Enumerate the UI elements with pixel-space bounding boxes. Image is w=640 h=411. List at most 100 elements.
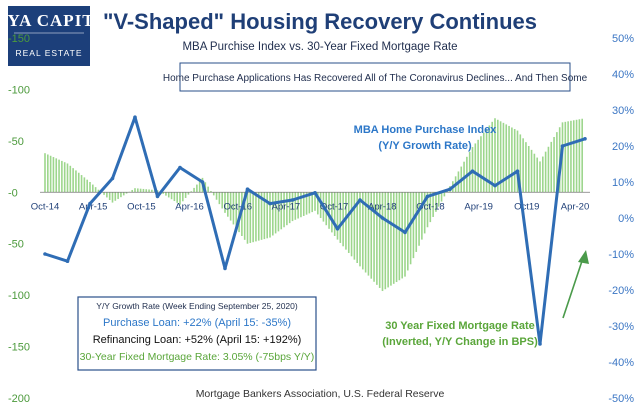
rate-bar [249,192,252,243]
rate-bar [173,192,176,202]
rate-bar [122,192,125,196]
mba-point [583,137,587,141]
x-tick-label: Apr-15 [79,201,108,212]
right-tick-label: 50% [612,33,634,45]
right-tick-label: -20% [608,285,634,297]
rate-bar [440,192,443,202]
logo: HOYA CAPITAL REAL ESTATE [0,6,118,66]
rate-bar [527,146,530,193]
rate-bar [94,187,97,193]
rate-bar [215,192,218,200]
mba-point [268,201,272,206]
x-tick-label: Apr-18 [368,201,397,212]
mba-point [493,183,497,188]
info-box [77,296,317,371]
rate-bar [572,120,575,193]
rate-bar [437,192,440,207]
rate-label-1: 30 Year Fixed Mortgage Rate [385,320,535,332]
rate-bar [485,129,488,193]
mba-label-2: (Y/Y Growth Rate) [378,140,472,152]
rate-bar [575,119,578,193]
rate-bar [227,192,229,217]
rate-bar [196,184,198,193]
mba-point [178,165,182,170]
rate-bar [288,192,291,224]
rate-bar [187,192,190,195]
rate-bar [367,192,370,276]
source-note: Mortgage Bankers Association, U.S. Feder… [196,388,445,400]
rate-bar [117,192,119,199]
rate-bar [530,149,533,193]
rate-bar [297,192,299,219]
rate-bar [232,192,235,225]
chart-title: "V-Shaped" Housing Recovery Continues [103,9,537,34]
logo-background [8,6,90,66]
right-axis: -50% -40% -30% -20% -10% 0% 10% 20% 30% 40% 50% [608,33,634,405]
rate-bar [328,192,330,229]
rate-bar [145,189,148,193]
rate-bar [260,192,263,240]
rate-bar [398,192,401,281]
x-tick-label: Apr-16 [175,201,204,212]
rate-bar [505,124,508,193]
rate-bar [508,125,510,193]
mba-point [133,115,137,119]
rate-bar [384,192,387,290]
x-tick-label: Oct19 [514,201,539,212]
right-tick-label: 20% [612,141,634,153]
rate-bar [395,192,398,283]
rate-bar [148,189,150,193]
rate-bar [567,121,569,193]
rate-bar [243,192,246,240]
mba-point [200,180,205,184]
mba-point [448,187,452,191]
rate-bar [499,121,502,193]
rate-bar [252,192,254,243]
right-tick-label: 10% [612,177,634,189]
x-tick-label: Oct-16 [223,201,252,212]
rate-bar [69,165,72,193]
right-tick-label: 40% [612,69,634,81]
right-tick-label: -10% [608,249,634,261]
rate-bar [308,192,311,214]
x-axis: Oct-14 Apr-15 Oct-15 Apr-16 Oct-16 Apr-17 Oct-… [31,201,590,212]
rate-bar [533,153,536,193]
rate-bar [190,191,193,193]
rate-bar [137,188,139,193]
rate-bar [426,192,429,228]
rate-bar [92,184,94,193]
rate-bar [238,192,240,233]
rate-bar [291,192,294,222]
rate-bar [75,170,77,193]
rate-bar [125,192,128,194]
rate-bar [336,192,339,240]
chart-subtitle: MBA Purchise Index vs. 30-Year Fixed Mor… [182,41,457,53]
right-tick-label: 30% [612,105,634,117]
rate-bar [429,192,432,223]
right-tick-label: -30% [608,321,634,333]
right-tick-label: -50% [608,393,634,405]
logo-line-2: REAL ESTATE [15,48,82,58]
mba-point [245,187,250,191]
rate-bar [392,192,395,284]
rate-bar [83,177,86,193]
rate-bar [409,192,412,265]
rate-bar [522,138,524,193]
x-tick-label: Oct-14 [31,201,60,212]
mba-point [155,194,160,199]
rate-bar [362,192,364,270]
rate-bar [184,192,187,198]
rate-bar [86,179,88,193]
rate-bar [193,187,195,193]
rate-bar [482,132,485,193]
rate-bar [390,192,392,286]
rate-bar [364,192,367,273]
rate-bar [55,158,58,193]
trend-arrow [562,250,589,319]
rate-bar [224,192,226,213]
rate-bar [142,188,145,193]
rate-bar [305,192,308,215]
rate-bar [266,192,268,239]
